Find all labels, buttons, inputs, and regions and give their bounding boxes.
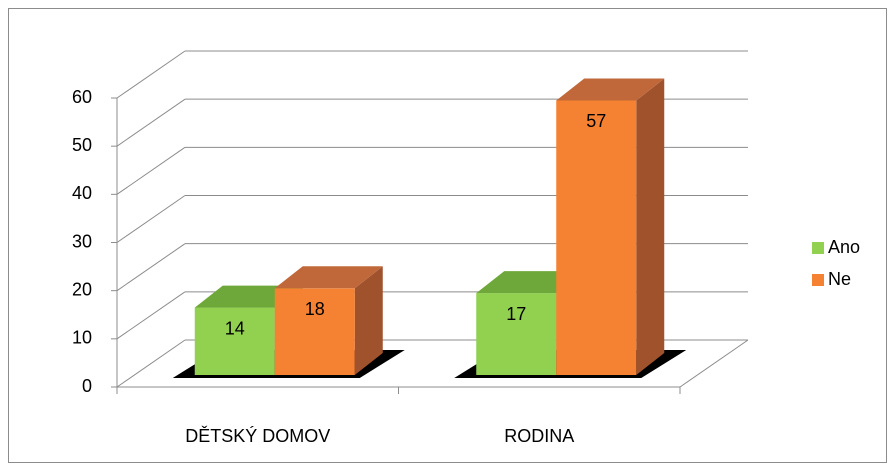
chart-border xyxy=(8,8,887,463)
y-tick-label: 60 xyxy=(72,87,92,107)
data-label: 14 xyxy=(225,318,245,338)
bar-top xyxy=(274,266,383,289)
bar xyxy=(476,293,557,375)
legend-swatch xyxy=(812,242,824,254)
floor-edge xyxy=(679,339,749,388)
y-tick-label: 20 xyxy=(72,279,92,299)
grid-line xyxy=(116,98,186,147)
data-label: 17 xyxy=(506,304,526,324)
x-tick-label: DĚTSKÝ DOMOV xyxy=(185,426,330,446)
grid-line xyxy=(116,291,186,340)
y-tick-label: 30 xyxy=(72,231,92,251)
legend-label: Ano xyxy=(828,237,860,257)
y-tick-label: 10 xyxy=(72,328,92,348)
grid-line xyxy=(116,339,186,388)
y-tick-label: 40 xyxy=(72,183,92,203)
legend-label: Ne xyxy=(828,269,851,289)
grid-line xyxy=(116,243,186,292)
bar-side xyxy=(636,78,665,375)
bar xyxy=(194,307,275,375)
legend-swatch xyxy=(812,274,824,286)
data-label: 57 xyxy=(586,111,606,131)
grid-line xyxy=(116,195,186,243)
x-tick-label: RODINA xyxy=(504,426,574,446)
bar xyxy=(556,100,637,375)
bar-side xyxy=(354,266,383,375)
bar xyxy=(274,288,355,375)
grid-line xyxy=(116,146,186,195)
grid-line xyxy=(116,50,186,99)
bar-top xyxy=(556,78,665,101)
y-tick-label: 50 xyxy=(72,135,92,155)
y-tick-label: 0 xyxy=(82,376,92,396)
data-label: 18 xyxy=(305,299,325,319)
